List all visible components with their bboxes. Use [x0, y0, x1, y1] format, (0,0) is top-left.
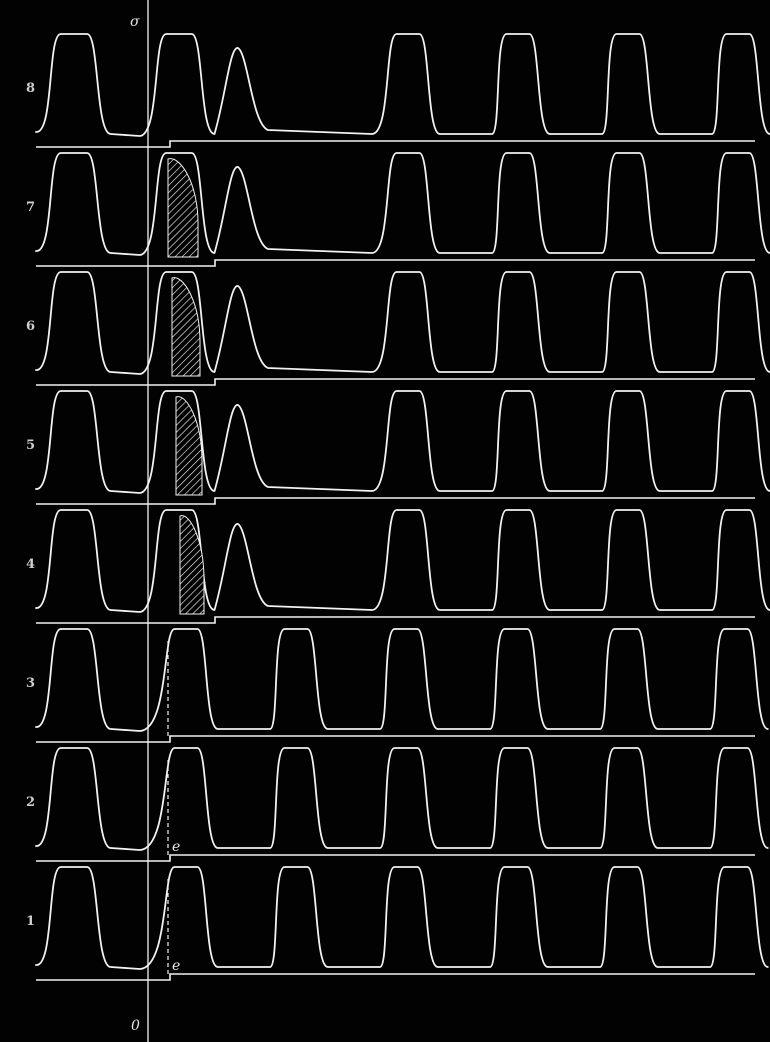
signal-line [36, 973, 755, 981]
tracing-row-6: 6 [26, 271, 770, 386]
top-marker-label: σ [130, 14, 140, 30]
row-label: 8 [26, 81, 35, 96]
row-label: 4 [26, 557, 35, 572]
waveform-trace [35, 152, 770, 256]
signal-line [36, 259, 755, 267]
signal-line [36, 497, 755, 505]
refractory-hatch [167, 158, 199, 258]
waveform-trace [35, 628, 769, 732]
tracing-row-2: 2e [26, 747, 769, 862]
row-label: 3 [26, 676, 35, 691]
waveform-trace [35, 33, 770, 137]
tracing-row-3: 3 [26, 628, 769, 743]
refractory-hatch [179, 515, 205, 615]
waveform-trace [35, 509, 770, 613]
signal-line [36, 378, 755, 386]
row-label: 6 [26, 319, 35, 334]
tracing-row-7: 7 [26, 152, 770, 267]
signal-line [36, 735, 755, 743]
tracing-row-8: 8 [26, 33, 770, 148]
waveform-trace [35, 390, 770, 494]
row-label: 7 [26, 200, 35, 215]
signal-line [36, 140, 755, 148]
row-label: 2 [26, 795, 35, 810]
tracing-row-5: 5 [26, 390, 770, 505]
signal-line [36, 854, 755, 862]
excitation-mark: e [172, 839, 180, 855]
signal-line [36, 616, 755, 624]
tracing-row-4: 4 [26, 509, 770, 624]
tracing-row-1: 1e [26, 866, 769, 981]
row-label: 1 [26, 914, 35, 929]
waveform-trace [35, 747, 769, 851]
waveform-trace [35, 866, 769, 970]
refractory-hatch [171, 277, 201, 377]
bottom-marker-label: 0 [131, 1018, 140, 1034]
row-label: 5 [26, 438, 35, 453]
excitation-mark: e [172, 958, 180, 974]
refractory-hatch [175, 396, 203, 496]
waveform-trace [35, 271, 770, 375]
